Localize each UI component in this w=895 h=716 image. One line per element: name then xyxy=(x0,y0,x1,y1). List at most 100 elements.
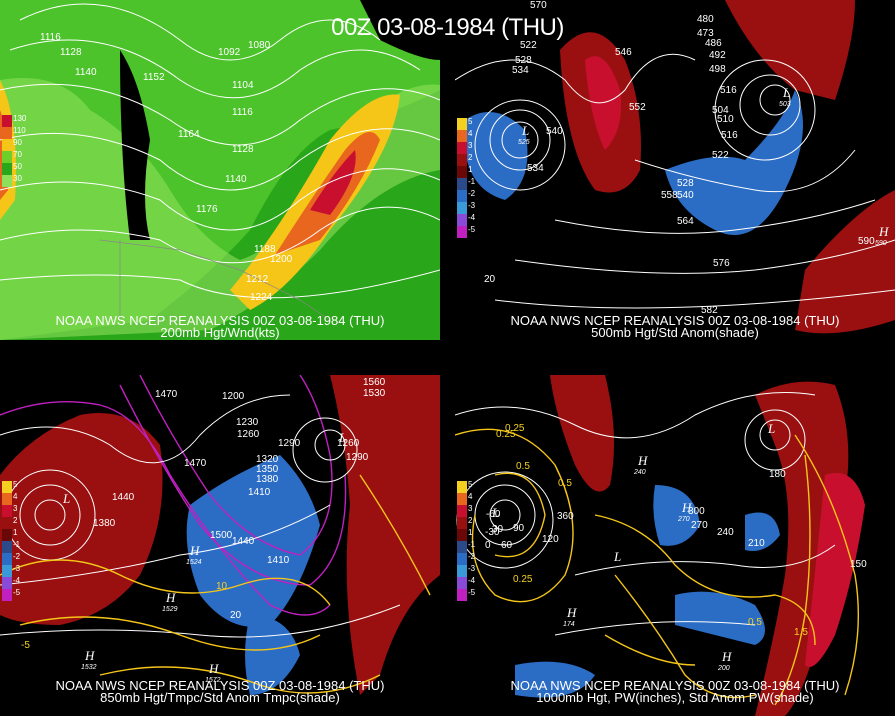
high-pressure-marker: H xyxy=(878,224,889,239)
legend-label: 130 xyxy=(13,114,27,123)
legend-label: -1 xyxy=(468,540,476,549)
contour-label: -5 xyxy=(21,640,30,651)
contour-label: 1290 xyxy=(346,452,369,463)
legend-label: 1 xyxy=(468,165,473,174)
pressure-center-value: 525 xyxy=(518,139,530,146)
legend-swatch: 30 xyxy=(2,174,22,187)
map-panel-500mb: 570 480 473 486 492 498 516 522 528 534 546 552 540 5… xyxy=(455,0,895,340)
contour-label: 1500 xyxy=(210,530,233,541)
legend-label: -5 xyxy=(468,588,476,597)
contour-label: 1128 xyxy=(60,47,82,58)
legend-swatch: -4 xyxy=(2,576,20,589)
legend-swatch: 130 xyxy=(2,114,26,127)
contour-label: 1470 xyxy=(155,389,178,400)
contour-label: 1140 xyxy=(225,174,247,185)
pressure-center-value: 270 xyxy=(677,516,690,523)
legend-swatch: -1 xyxy=(2,540,20,553)
high-pressure-marker: H xyxy=(165,590,176,605)
legend-swatch: 70 xyxy=(2,150,22,163)
legend-label: -2 xyxy=(13,552,21,561)
contour-label: 1.5 xyxy=(794,627,808,638)
contour-label: 510 xyxy=(717,114,734,125)
contour-label: 240 xyxy=(717,527,734,538)
legend-swatch: 2 xyxy=(457,516,472,529)
contour-label: 300 xyxy=(688,506,705,517)
legend-swatch: -3 xyxy=(457,201,475,214)
legend-label: 1 xyxy=(468,528,473,537)
legend-label: -1 xyxy=(13,540,21,549)
legend-swatch: -2 xyxy=(457,552,475,565)
low-pressure-marker: L xyxy=(62,491,70,506)
map-200mb-graphic: 1116 1128 1140 1092 1080 1152 1104 1116 1164 1128… xyxy=(0,0,440,340)
legend-label: -2 xyxy=(468,189,476,198)
pressure-center-value: 1572 xyxy=(205,677,221,684)
contour-label: 516 xyxy=(721,130,738,141)
contour-label: 1440 xyxy=(232,536,255,547)
contour-label: 534 xyxy=(512,65,529,76)
pressure-center-value: 174 xyxy=(563,621,575,628)
contour-label: 528 xyxy=(515,55,532,66)
contour-label: 360 xyxy=(557,511,574,522)
pressure-center-value: 1532 xyxy=(81,664,97,671)
legend-swatch: 1 xyxy=(457,165,472,178)
caption-variable: 1000mb Hgt, PW(inches), Std Anom PW(shad… xyxy=(536,690,814,705)
low-pressure-marker: L xyxy=(338,430,346,445)
contour-label: 1260 xyxy=(237,429,260,440)
contour-label: 1224 xyxy=(250,292,273,303)
contour-label: 120 xyxy=(542,534,559,545)
contour-label: 1470 xyxy=(184,458,207,469)
legend-label: 90 xyxy=(13,138,22,147)
legend-label: 2 xyxy=(468,516,473,525)
contour-label: 1128 xyxy=(232,144,254,155)
legend-swatch: 2 xyxy=(457,153,472,166)
legend-label: 30 xyxy=(13,174,22,183)
contour-label: 0 xyxy=(485,540,491,551)
legend-label: 3 xyxy=(468,141,473,150)
contour-label: 1152 xyxy=(143,72,165,83)
low-pressure-marker: L xyxy=(491,505,499,520)
contour-label: 60 xyxy=(501,540,513,551)
legend-label: -4 xyxy=(468,576,476,585)
low-pressure-marker: L xyxy=(782,85,790,100)
contour-label: 528 xyxy=(677,178,694,189)
high-pressure-marker: H xyxy=(681,500,692,515)
pressure-center-value: 590 xyxy=(875,240,887,247)
contour-label: 30 xyxy=(492,524,504,535)
contour-label: 1260 xyxy=(337,438,360,449)
legend-swatch: 2 xyxy=(2,516,17,529)
contour-label: 20 xyxy=(230,610,242,621)
legend-label: 2 xyxy=(13,516,18,525)
pressure-center-value: 503 xyxy=(779,101,791,108)
caption-1000mb: NOAA NWS NCEP REANALYSIS 00Z 03-08-1984 … xyxy=(455,678,895,705)
legend-swatch: -4 xyxy=(457,576,475,589)
legend-swatch: -2 xyxy=(457,189,475,202)
legend-swatch: 1 xyxy=(2,528,17,541)
low-pressure-marker: L xyxy=(767,421,775,436)
caption-variable: 200mb Hgt/Wnd(kts) xyxy=(160,325,280,340)
legend-500mb: 5 4 3 2 1 -1 -2 -3 -4 -5 xyxy=(457,117,475,238)
legend-swatch: 5 xyxy=(457,117,472,130)
contour-label: 492 xyxy=(709,50,726,61)
contour-label: 1164 xyxy=(178,129,200,140)
contour-label: 534 xyxy=(527,163,544,174)
map-panel-200mb: 1116 1128 1140 1092 1080 1152 1104 1116 1164 1128… xyxy=(0,0,440,340)
contour-label: 1230 xyxy=(236,417,259,428)
contour-label: 504 xyxy=(712,105,729,116)
legend-label: -4 xyxy=(468,213,476,222)
contour-label: 1200 xyxy=(270,254,293,265)
caption-source: NOAA NWS NCEP REANALYSIS 00Z 03-08-1984 … xyxy=(510,678,840,693)
contour-label: 1104 xyxy=(232,80,254,91)
legend-swatch: -5 xyxy=(457,588,475,601)
contour-label: 1380 xyxy=(256,474,279,485)
low-pressure-marker: L xyxy=(613,549,621,564)
contour-label: 1212 xyxy=(246,274,269,285)
legend-label: 4 xyxy=(468,129,473,138)
legend-label: 1 xyxy=(13,528,18,537)
legend-swatch: 3 xyxy=(457,141,472,154)
legend-swatch: 4 xyxy=(457,129,472,142)
map-500mb-graphic: 5704804734864924985165225285345465525405… xyxy=(455,0,895,340)
caption-variable: 850mb Hgt/Tmpc/Std Anom Tmpc(shade) xyxy=(100,690,340,705)
contour-label: 522 xyxy=(712,150,729,161)
map-panel-850mb: 1560 1530 1470 1200 1230 1260 1290 1320 1350 1380… xyxy=(0,375,440,716)
